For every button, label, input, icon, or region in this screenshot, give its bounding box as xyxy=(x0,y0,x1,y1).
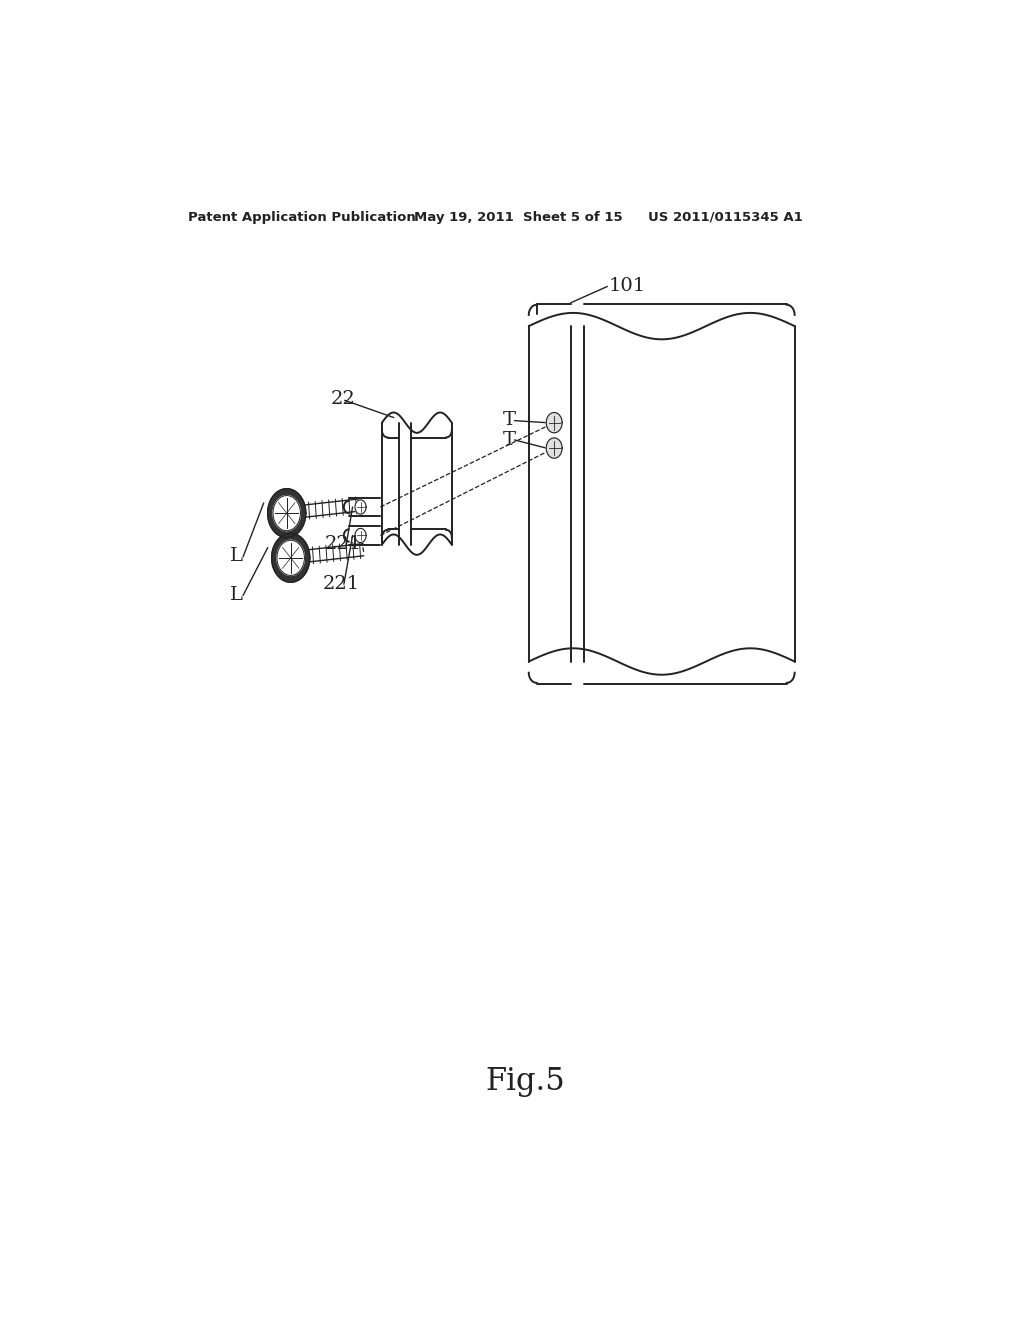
Polygon shape xyxy=(271,533,309,582)
Text: 221: 221 xyxy=(323,576,359,594)
Text: 22: 22 xyxy=(331,391,355,408)
Text: T: T xyxy=(503,411,516,429)
Text: Fig.5: Fig.5 xyxy=(485,1065,564,1097)
Text: L: L xyxy=(229,586,243,603)
Polygon shape xyxy=(276,540,304,576)
Text: May 19, 2011  Sheet 5 of 15: May 19, 2011 Sheet 5 of 15 xyxy=(414,211,623,224)
Text: L: L xyxy=(229,546,243,565)
Polygon shape xyxy=(355,500,367,513)
Polygon shape xyxy=(546,438,562,458)
Text: Patent Application Publication: Patent Application Publication xyxy=(187,211,416,224)
Polygon shape xyxy=(267,488,306,537)
Polygon shape xyxy=(546,413,562,433)
Text: 221: 221 xyxy=(325,535,361,553)
Polygon shape xyxy=(273,495,300,531)
Text: US 2011/0115345 A1: US 2011/0115345 A1 xyxy=(648,211,803,224)
Text: T: T xyxy=(503,432,516,449)
Text: 101: 101 xyxy=(608,276,645,294)
Polygon shape xyxy=(355,528,367,543)
